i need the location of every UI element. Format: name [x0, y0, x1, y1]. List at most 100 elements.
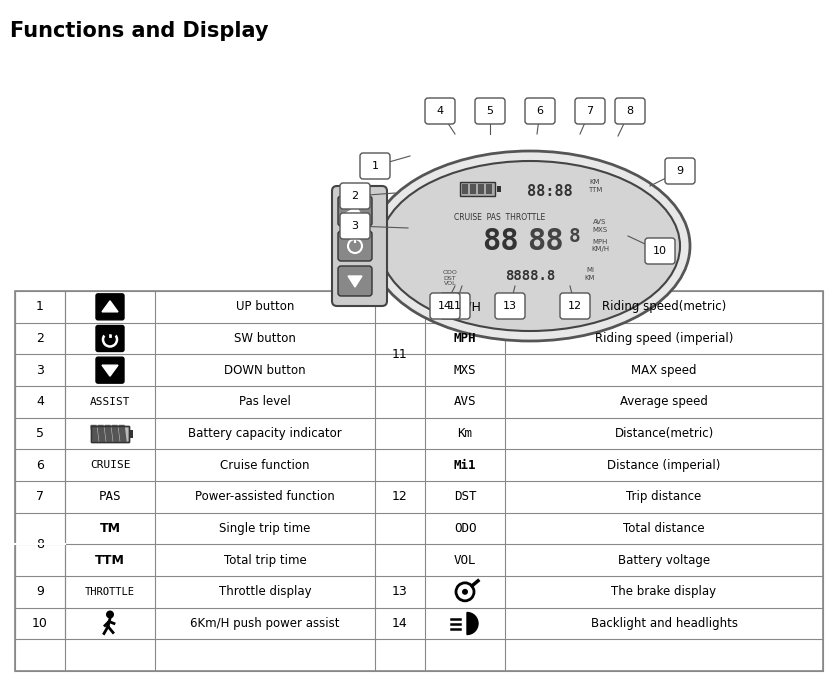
Text: 6Km/H push power assist: 6Km/H push power assist: [190, 617, 339, 630]
Text: MAX speed: MAX speed: [631, 364, 696, 377]
Bar: [91, 426, 129, 441]
Text: Battery capacity indicator: Battery capacity indicator: [188, 427, 342, 440]
Text: DST: DST: [453, 490, 476, 503]
Text: 4: 4: [36, 396, 44, 409]
FancyBboxPatch shape: [575, 98, 605, 124]
Text: 12: 12: [568, 301, 582, 311]
Polygon shape: [119, 426, 126, 441]
Text: AVS
MXS: AVS MXS: [592, 219, 608, 232]
Text: ODO: ODO: [453, 522, 476, 535]
Circle shape: [462, 589, 468, 595]
FancyBboxPatch shape: [665, 158, 695, 184]
Text: PAS: PAS: [99, 490, 122, 503]
Text: 7: 7: [587, 106, 593, 116]
Text: TM: TM: [100, 522, 121, 535]
Text: 5: 5: [36, 427, 44, 440]
Text: 8: 8: [627, 106, 634, 116]
Text: Battery voltage: Battery voltage: [618, 554, 710, 567]
Text: Total distance: Total distance: [623, 522, 705, 535]
Polygon shape: [98, 426, 105, 441]
Text: UP button: UP button: [235, 300, 294, 313]
Text: 14: 14: [392, 617, 408, 630]
Text: 2: 2: [351, 191, 359, 201]
Text: 13: 13: [392, 586, 408, 599]
Text: Total trip time: Total trip time: [224, 554, 307, 567]
Polygon shape: [105, 426, 112, 441]
Polygon shape: [112, 426, 119, 441]
FancyBboxPatch shape: [475, 98, 505, 124]
Polygon shape: [102, 365, 118, 376]
FancyBboxPatch shape: [338, 231, 372, 261]
Text: 12: 12: [392, 490, 408, 503]
Bar: [129, 430, 133, 437]
Text: THROTTLE: THROTTLE: [85, 587, 135, 597]
Text: CRUISE: CRUISE: [90, 460, 130, 470]
Text: 1: 1: [36, 300, 44, 313]
FancyBboxPatch shape: [332, 186, 387, 306]
Text: 6: 6: [536, 106, 544, 116]
Text: 10: 10: [653, 246, 667, 256]
Bar: [460, 182, 495, 196]
FancyBboxPatch shape: [340, 183, 370, 209]
Text: Distance(metric): Distance(metric): [614, 427, 714, 440]
FancyBboxPatch shape: [338, 266, 372, 296]
Text: TTM: TTM: [95, 554, 125, 567]
Text: 2: 2: [36, 332, 44, 345]
Text: 1: 1: [371, 161, 379, 171]
FancyBboxPatch shape: [525, 98, 555, 124]
Text: 9: 9: [36, 586, 44, 599]
FancyBboxPatch shape: [495, 293, 525, 319]
FancyBboxPatch shape: [430, 293, 460, 319]
Text: 88: 88: [482, 227, 519, 255]
Text: Backlight and headlights: Backlight and headlights: [591, 617, 737, 630]
FancyBboxPatch shape: [96, 294, 124, 320]
FancyBboxPatch shape: [360, 153, 390, 179]
Text: 3: 3: [36, 364, 44, 377]
Text: 8888.8: 8888.8: [504, 269, 555, 283]
Text: 6: 6: [36, 459, 44, 472]
Polygon shape: [348, 205, 362, 216]
Text: Mi1: Mi1: [453, 459, 476, 472]
Bar: [486, 184, 492, 194]
Text: Cruise function: Cruise function: [220, 459, 310, 472]
Text: ODO
DST
VOL: ODO DST VOL: [442, 270, 458, 286]
FancyBboxPatch shape: [425, 98, 455, 124]
Polygon shape: [91, 426, 98, 441]
Text: MPH
KM/H: MPH KM/H: [591, 240, 609, 253]
Text: Average speed: Average speed: [620, 396, 708, 409]
Text: 4: 4: [437, 106, 443, 116]
Text: 13: 13: [503, 301, 517, 311]
Text: CRUISE  PAS  THROTTLE: CRUISE PAS THROTTLE: [454, 214, 546, 223]
Ellipse shape: [370, 151, 690, 341]
FancyBboxPatch shape: [340, 213, 370, 239]
FancyBboxPatch shape: [96, 326, 124, 351]
Text: MPH: MPH: [453, 332, 476, 345]
Text: Riding speed (imperial): Riding speed (imperial): [595, 332, 733, 345]
Text: Riding speed(metric): Riding speed(metric): [602, 300, 726, 313]
Ellipse shape: [380, 161, 680, 331]
Text: 8: 8: [569, 227, 581, 245]
FancyBboxPatch shape: [440, 293, 470, 319]
FancyBboxPatch shape: [560, 293, 590, 319]
Text: DOWN button: DOWN button: [225, 364, 306, 377]
Text: 11: 11: [392, 348, 408, 361]
Text: Functions and Display: Functions and Display: [10, 21, 268, 41]
FancyBboxPatch shape: [338, 196, 372, 226]
Text: Km/H: Km/H: [448, 300, 482, 313]
Text: 88: 88: [526, 227, 563, 255]
Polygon shape: [348, 276, 362, 287]
Text: 88:88: 88:88: [527, 183, 573, 198]
Text: AVS: AVS: [453, 396, 476, 409]
Text: 5: 5: [487, 106, 494, 116]
Bar: [497, 186, 501, 192]
Text: 9: 9: [676, 166, 684, 176]
Text: Single trip time: Single trip time: [220, 522, 311, 535]
Wedge shape: [467, 612, 478, 635]
Text: 7: 7: [36, 490, 44, 503]
FancyBboxPatch shape: [615, 98, 645, 124]
Text: Power-assisted function: Power-assisted function: [195, 490, 335, 503]
Polygon shape: [102, 301, 118, 312]
Text: 14: 14: [438, 301, 452, 311]
Bar: [91, 426, 129, 441]
Bar: [462, 184, 468, 194]
